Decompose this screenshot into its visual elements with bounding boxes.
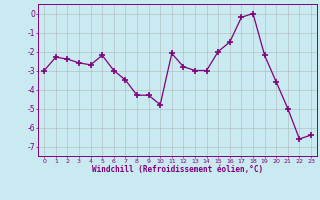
X-axis label: Windchill (Refroidissement éolien,°C): Windchill (Refroidissement éolien,°C) (92, 165, 263, 174)
